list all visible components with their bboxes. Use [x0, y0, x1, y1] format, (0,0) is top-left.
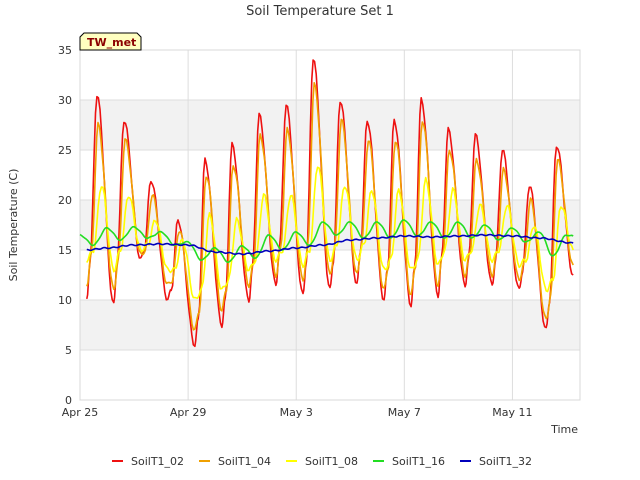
- y-tick-label: 10: [58, 294, 72, 307]
- x-axis-ticks: Apr 25 Apr 29 May 3 May 7 May 11: [62, 406, 533, 419]
- plot-band: [80, 100, 580, 150]
- y-tick-label: 30: [58, 94, 72, 107]
- plot-band: [80, 350, 580, 400]
- x-tick-label: May 3: [280, 406, 313, 419]
- y-axis-ticks: 0 5 10 15 20 25 30 35: [58, 44, 72, 407]
- legend-label: SoilT1_08: [305, 455, 358, 468]
- legend-label: SoilT1_32: [479, 455, 532, 468]
- plot-band: [80, 300, 580, 350]
- x-tick-label: May 7: [388, 406, 421, 419]
- x-tick-label: Apr 25: [62, 406, 99, 419]
- y-tick-label: 35: [58, 44, 72, 57]
- series-lines: [79, 59, 574, 348]
- series-line-soilt1_16: [79, 219, 574, 263]
- x-tick-label: May 11: [492, 406, 532, 419]
- series-line-soilt1_08: [86, 166, 574, 299]
- series-line-soilt1_04: [86, 82, 574, 331]
- y-tick-label: 25: [58, 144, 72, 157]
- plot-band: [80, 250, 580, 300]
- chart-title: Soil Temperature Set 1: [246, 4, 394, 19]
- x-axis-label: Time: [550, 423, 578, 436]
- station-badge-label: TW_met: [87, 36, 136, 49]
- y-axis-label: Soil Temperature (C): [7, 169, 20, 282]
- y-tick-label: 20: [58, 194, 72, 207]
- legend-label: SoilT1_04: [218, 455, 271, 468]
- station-badge: TW_met: [79, 32, 142, 51]
- y-tick-label: 0: [65, 394, 72, 407]
- series-line-soilt1_02: [86, 59, 574, 348]
- legend-label: SoilT1_02: [131, 455, 184, 468]
- plot-band: [80, 150, 580, 200]
- station-badge-shape: [79, 32, 142, 51]
- plot-band: [80, 200, 580, 250]
- plot-area-border: [79, 49, 581, 401]
- plot-bands: [80, 50, 580, 400]
- legend: SoilT1_02 SoilT1_04 SoilT1_08 SoilT1_16 Soil…: [112, 455, 532, 468]
- series-line-soilt1_32: [86, 233, 574, 256]
- y-tick-label: 5: [65, 344, 72, 357]
- legend-label: SoilT1_16: [392, 455, 445, 468]
- plot-band: [80, 50, 580, 100]
- y-tick-label: 15: [58, 244, 72, 257]
- x-tick-label: Apr 29: [170, 406, 207, 419]
